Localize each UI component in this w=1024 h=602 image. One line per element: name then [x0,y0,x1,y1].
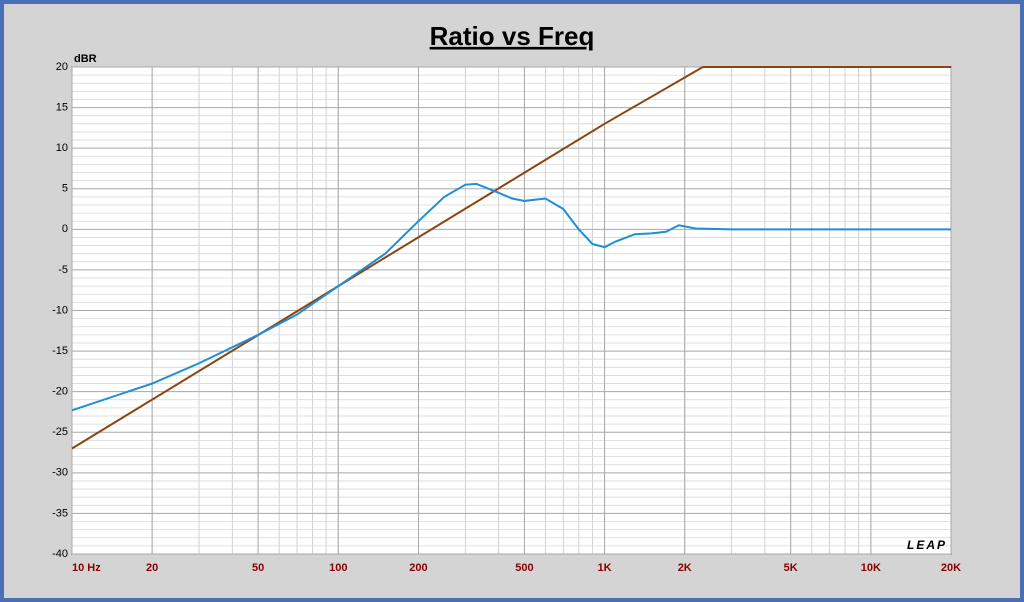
x-tick-label: 1K [598,562,612,574]
x-tick-label: 10K [861,562,881,574]
x-tick-label: 500 [515,562,533,574]
y-tick-label: -5 [58,264,68,276]
data-line [71,66,951,450]
y-tick-label: -35 [52,507,68,519]
y-tick-label: 0 [62,223,68,235]
logo: LEAP [907,538,947,552]
data-line [71,182,951,412]
y-tick-label: 15 [56,101,68,113]
y-axis-label: dBR [74,53,97,65]
y-tick-label: -30 [52,467,68,479]
y-tick-label: -25 [52,426,68,438]
x-tick-label: 5K [784,562,798,574]
y-tick-label: 20 [56,61,68,73]
x-tick-label: 2K [678,562,692,574]
y-tick-label: -40 [52,548,68,560]
y-tick-label: -20 [52,386,68,398]
y-tick-label: 10 [56,142,68,154]
x-tick-label: 100 [329,562,347,574]
x-tick-label: 20 [146,562,158,574]
y-tick-label: -15 [52,345,68,357]
y-tick-label: 5 [62,183,68,195]
x-tick-label: 10 Hz [72,562,101,574]
chart: Ratio vs Freq dBR LEAP 20151050-5-10-15-… [52,21,961,574]
x-tick-label: 50 [252,562,264,574]
y-tick-label: -10 [52,304,68,316]
x-tick-label: 20K [941,562,961,574]
chart-title: Ratio vs Freq [430,21,595,51]
x-tick-label: 200 [409,562,427,574]
